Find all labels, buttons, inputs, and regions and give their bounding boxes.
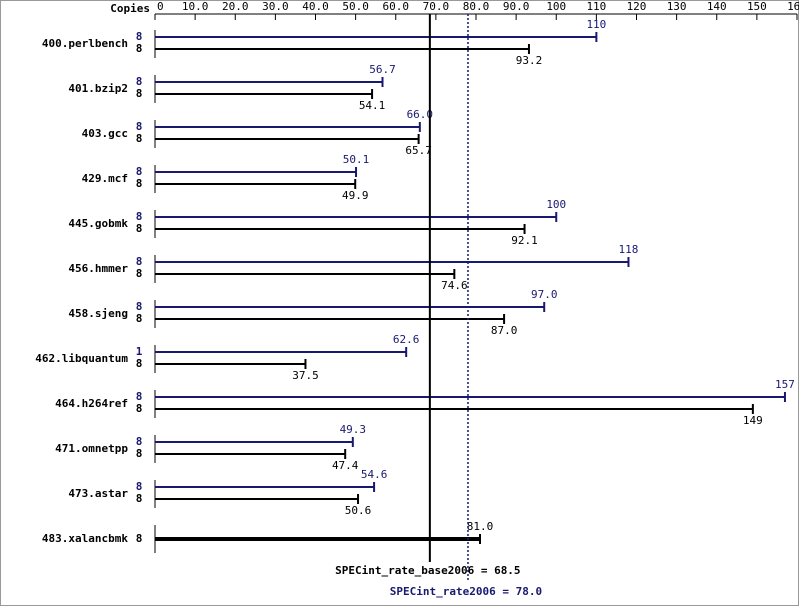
- copies: 8: [136, 480, 143, 493]
- value-label: 37.5: [292, 369, 319, 382]
- copies: 8: [136, 390, 143, 403]
- x-tick-label: 70.0: [423, 0, 450, 13]
- category-label: 483.xalancbmk: [42, 532, 128, 545]
- copies: 8: [136, 177, 143, 190]
- value-label: 74.6: [441, 279, 468, 292]
- value-label: 87.0: [491, 324, 518, 337]
- value-label: 118: [619, 243, 639, 256]
- category-label: 471.omnetpp: [55, 442, 128, 455]
- x-tick-label: 110: [586, 0, 606, 13]
- reference-label: SPECint_rate2006 = 78.0: [390, 585, 542, 598]
- x-tick-label: 130: [667, 0, 687, 13]
- category-label: 445.gobmk: [68, 217, 128, 230]
- category-label: 458.sjeng: [68, 307, 128, 320]
- value-label: 50.6: [345, 504, 372, 517]
- value-label: 66.0: [407, 108, 434, 121]
- category-label: 403.gcc: [82, 127, 128, 140]
- copies: 8: [136, 532, 143, 545]
- copies: 8: [136, 75, 143, 88]
- x-tick-label: 20.0: [222, 0, 249, 13]
- copies-header: Copies: [110, 2, 150, 15]
- value-label: 50.1: [343, 153, 370, 166]
- x-tick-label: 140: [707, 0, 727, 13]
- copies: 8: [136, 312, 143, 325]
- copies: 8: [136, 132, 143, 145]
- category-label: 464.h264ref: [55, 397, 128, 410]
- category-label: 429.mcf: [82, 172, 128, 185]
- copies: 8: [136, 447, 143, 460]
- value-label: 47.4: [332, 459, 359, 472]
- x-tick-label: 90.0: [503, 0, 530, 13]
- value-label: 93.2: [516, 54, 543, 67]
- copies: 8: [136, 402, 143, 415]
- copies: 8: [136, 435, 143, 448]
- x-tick-label: 120: [627, 0, 647, 13]
- copies: 8: [136, 255, 143, 268]
- copies: 8: [136, 165, 143, 178]
- value-label: 110: [586, 18, 606, 31]
- x-tick-label: 60.0: [383, 0, 410, 13]
- copies: 8: [136, 267, 143, 280]
- value-label: 54.6: [361, 468, 388, 481]
- value-label: 100: [546, 198, 566, 211]
- copies: 8: [136, 492, 143, 505]
- value-label: 54.1: [359, 99, 386, 112]
- value-label: 92.1: [511, 234, 538, 247]
- copies: 8: [136, 222, 143, 235]
- x-tick-label: 10.0: [182, 0, 209, 13]
- copies: 8: [136, 210, 143, 223]
- value-label: 56.7: [369, 63, 396, 76]
- x-tick-label: 150: [747, 0, 767, 13]
- category-label: 473.astar: [68, 487, 128, 500]
- value-label: 65.7: [405, 144, 432, 157]
- x-tick-label: 40.0: [302, 0, 329, 13]
- value-label: 62.6: [393, 333, 420, 346]
- x-tick-label: 0: [157, 0, 164, 13]
- value-label: 157: [775, 378, 795, 391]
- value-label: 97.0: [531, 288, 558, 301]
- copies: 8: [136, 42, 143, 55]
- value-label: 149: [743, 414, 763, 427]
- copies: 8: [136, 300, 143, 313]
- category-label: 456.hmmer: [68, 262, 128, 275]
- x-tick-label: 100: [546, 0, 566, 13]
- copies: 8: [136, 30, 143, 43]
- x-tick-label: 30.0: [262, 0, 289, 13]
- x-tick-label: 50.0: [342, 0, 369, 13]
- category-label: 400.perlbench: [42, 37, 128, 50]
- reference-label: SPECint_rate_base2006 = 68.5: [335, 564, 520, 577]
- x-tick-label: 160: [787, 0, 799, 13]
- value-label: 49.9: [342, 189, 369, 202]
- x-tick-label: 80.0: [463, 0, 490, 13]
- copies: 1: [136, 345, 143, 358]
- copies: 8: [136, 87, 143, 100]
- category-label: 401.bzip2: [68, 82, 128, 95]
- value-label: 81.0: [467, 520, 494, 533]
- value-label: 49.3: [340, 423, 367, 436]
- copies: 8: [136, 357, 143, 370]
- category-label: 462.libquantum: [35, 352, 128, 365]
- copies: 8: [136, 120, 143, 133]
